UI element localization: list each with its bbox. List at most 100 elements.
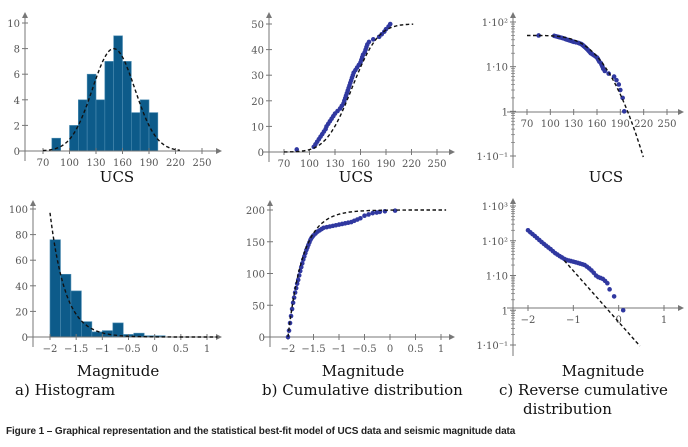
x-tick-label: 130 xyxy=(86,158,105,169)
bar xyxy=(148,112,159,152)
x-tick-label: 0 xyxy=(151,344,157,355)
data-point xyxy=(366,39,372,45)
x-tick-label: 0.5 xyxy=(173,344,189,355)
x-tick-label: −2 xyxy=(281,344,296,355)
x-tick-label: 250 xyxy=(657,119,676,130)
x-tick-label: 0 xyxy=(615,315,621,326)
x-tick-label: 220 xyxy=(402,159,421,170)
fit-curve xyxy=(527,34,644,158)
y-tick-label: 50 xyxy=(251,20,264,31)
data-point xyxy=(370,210,375,216)
y-tick-label: 60 xyxy=(15,256,28,267)
x-tick-label: 70 xyxy=(278,159,291,170)
x-tick-label: 250 xyxy=(192,158,211,169)
data-point xyxy=(602,68,608,74)
x-tick-label: −1 xyxy=(332,344,347,355)
y-axis-arrow-icon xyxy=(510,198,516,204)
y-tick-label: 4 xyxy=(14,96,20,107)
x-axis-arrow-icon xyxy=(216,148,222,154)
y-tick-label: 150 xyxy=(246,238,265,249)
x-tick-label: −2 xyxy=(43,344,58,355)
x-tick-label: 160 xyxy=(113,158,132,169)
x-tick-label: −0.5 xyxy=(116,344,140,355)
y-tick-label: 1·10⁻¹ xyxy=(476,341,508,352)
y-tick-label: 1·10 xyxy=(486,272,508,283)
fit-curve xyxy=(563,260,641,347)
x-tick-label: 190 xyxy=(376,159,395,170)
data-point xyxy=(294,147,300,152)
y-tick-label: 1·10² xyxy=(482,18,508,29)
x-tick-label: 70 xyxy=(521,119,534,130)
chart-ucs-histogram: 70 100 130 160 190 220 250 0 2 4 6 8 10 UCS xyxy=(7,12,222,186)
data-point xyxy=(621,109,627,114)
x-axis-arrow-icon xyxy=(678,305,684,311)
x-tick-label: 160 xyxy=(351,159,370,170)
chart-magnitude-reverse-cumulative: −2 −1 0 1 1·10⁻¹ 1 1·10 1·10² 1·10³ Magnitude xyxy=(476,198,684,380)
y-tick-label: 100 xyxy=(9,205,28,216)
x-tick-label: 160 xyxy=(587,119,606,130)
x-tick-label: 250 xyxy=(427,159,446,170)
y-tick-label: 40 xyxy=(15,282,28,293)
y-tick-label: 8 xyxy=(14,45,20,56)
bar xyxy=(104,61,114,152)
data-point xyxy=(611,74,617,79)
x-tick-label: −1.5 xyxy=(64,344,88,355)
y-tick-label: 30 xyxy=(251,71,264,82)
y-axis-arrow-icon xyxy=(510,12,516,18)
y-tick-label: 2 xyxy=(14,121,20,132)
x-tick-label: −1 xyxy=(566,315,581,326)
data-point xyxy=(614,77,619,83)
y-axis-arrow-icon xyxy=(22,12,28,18)
data-point xyxy=(605,280,610,286)
panel-caption-c-line1: c) Reverse cumulative xyxy=(499,381,668,399)
data-point xyxy=(358,215,363,221)
x-tick-label: −2 xyxy=(521,315,536,326)
x-tick-label: 130 xyxy=(564,119,583,130)
x-axis-arrow-icon xyxy=(216,334,222,340)
y-tick-label: 10 xyxy=(7,19,20,30)
y-tick-label: 0 xyxy=(22,333,28,344)
x-axis-label: Magnitude xyxy=(562,362,645,380)
x-tick-label: 220 xyxy=(634,119,653,130)
bar xyxy=(91,331,103,338)
y-tick-label: 1·10⁻¹ xyxy=(476,152,508,163)
bar xyxy=(131,112,141,152)
y-tick-label: 1 xyxy=(502,306,508,317)
data-point xyxy=(616,82,622,87)
chart-ucs-cumulative: 70 100 130 160 190 220 250 0 10 20 30 40 50 UCS xyxy=(251,12,455,186)
x-tick-label: 220 xyxy=(166,158,185,169)
data-point xyxy=(362,213,367,219)
y-tick-label: 20 xyxy=(251,97,264,108)
y-tick-label: 0 xyxy=(14,147,20,158)
data-point xyxy=(291,295,297,300)
y-axis-arrow-icon xyxy=(267,200,273,206)
x-tick-label: 190 xyxy=(611,119,630,130)
y-tick-label: 40 xyxy=(251,46,264,57)
bar xyxy=(78,99,88,152)
bar xyxy=(113,35,123,152)
y-axis-arrow-icon xyxy=(30,200,36,206)
x-axis-label: UCS xyxy=(339,168,373,186)
y-tick-label: 1·10³ xyxy=(482,202,508,213)
data-point xyxy=(366,212,371,217)
y-tick-label: 6 xyxy=(14,70,20,81)
y-tick-label: 50 xyxy=(252,301,265,312)
y-tick-label: 1·10 xyxy=(486,63,508,74)
x-tick-label: 100 xyxy=(300,159,319,170)
x-tick-label: 100 xyxy=(541,119,560,130)
chart-magnitude-cumulative: −2 −1.5 −1 −0.5 0 0.5 1 0 50 100 150 200 Magnitude xyxy=(246,200,455,380)
bar xyxy=(95,99,106,152)
x-tick-label: 1 xyxy=(438,344,444,355)
y-tick-label: 1 xyxy=(502,107,508,118)
x-axis-label: UCS xyxy=(589,168,623,186)
data-point xyxy=(620,307,626,313)
y-tick-label: 0 xyxy=(259,333,265,344)
data-point xyxy=(387,21,393,27)
y-tick-label: 80 xyxy=(15,231,28,242)
x-axis-arrow-icon xyxy=(449,149,455,155)
bar xyxy=(81,321,93,338)
data-point xyxy=(536,33,541,38)
bar xyxy=(60,273,72,338)
y-tick-label: 200 xyxy=(246,206,265,217)
x-axis-label: UCS xyxy=(100,168,134,186)
